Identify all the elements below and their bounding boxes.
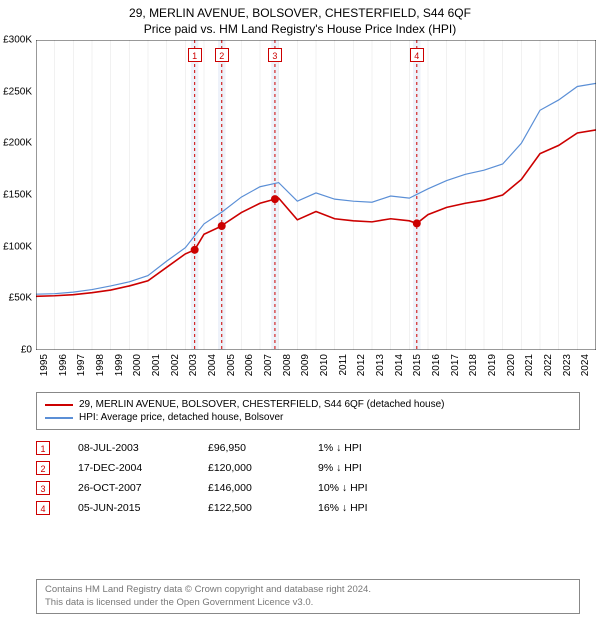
x-axis-label: 2003 [188, 354, 199, 376]
sale-date: 05-JUN-2015 [78, 502, 208, 514]
sale-row: 2 17-DEC-2004£120,0009% ↓ HPI [36, 458, 580, 478]
sale-price: £122,500 [208, 502, 318, 514]
sale-diff: 10% ↓ HPI [318, 482, 438, 494]
legend-label: HPI: Average price, detached house, Bols… [79, 412, 283, 423]
sale-diff: 9% ↓ HPI [318, 462, 438, 474]
x-axis-label: 2005 [226, 354, 237, 376]
legend-item: 29, MERLIN AVENUE, BOLSOVER, CHESTERFIEL… [45, 398, 571, 411]
chart-subtitle: Price paid vs. HM Land Registry's House … [0, 20, 600, 40]
legend-swatch [45, 417, 73, 419]
sale-date: 17-DEC-2004 [78, 462, 208, 474]
x-axis-label: 2022 [543, 354, 554, 376]
sale-row-marker: 1 [36, 441, 50, 455]
y-axis-label: £250K [0, 86, 32, 97]
x-axis-label: 2007 [263, 354, 274, 376]
sales-table: 108-JUL-2003£96,9501% ↓ HPI217-DEC-2004£… [36, 438, 580, 518]
x-axis-label: 2023 [562, 354, 573, 376]
x-axis-label: 2015 [412, 354, 423, 376]
sale-marker-1: 1 [188, 48, 202, 62]
x-axis-label: 1997 [76, 354, 87, 376]
sale-row-marker: 4 [36, 501, 50, 515]
legend-item: HPI: Average price, detached house, Bols… [45, 411, 571, 424]
x-axis-label: 2018 [468, 354, 479, 376]
chart-plot-area: £0£50K£100K£150K£200K£250K£300K 19951996… [36, 40, 596, 350]
x-axis-label: 2019 [487, 354, 498, 376]
x-axis-label: 2016 [431, 354, 442, 376]
x-axis-label: 2012 [356, 354, 367, 376]
legend-swatch [45, 404, 73, 406]
sale-price: £96,950 [208, 442, 318, 454]
footer-line2: This data is licensed under the Open Gov… [45, 597, 571, 609]
x-axis-label: 2021 [524, 354, 535, 376]
x-axis-label: 2008 [282, 354, 293, 376]
x-axis-label: 1996 [58, 354, 69, 376]
x-axis-label: 2014 [394, 354, 405, 376]
y-axis-label: £150K [0, 190, 32, 201]
sale-row: 3 26-OCT-2007£146,00010% ↓ HPI [36, 478, 580, 498]
chart-container: 29, MERLIN AVENUE, BOLSOVER, CHESTERFIEL… [0, 0, 600, 620]
y-axis-label: £0 [0, 345, 32, 356]
y-axis-label: £100K [0, 241, 32, 252]
sale-row-marker: 3 [36, 481, 50, 495]
footer-line1: Contains HM Land Registry data © Crown c… [45, 584, 571, 596]
sale-marker-2: 2 [215, 48, 229, 62]
chart-svg [36, 40, 596, 350]
x-axis-label: 2010 [319, 354, 330, 376]
sale-marker-3: 3 [268, 48, 282, 62]
sale-date: 26-OCT-2007 [78, 482, 208, 494]
x-axis-label: 2011 [338, 354, 349, 376]
sale-price: £146,000 [208, 482, 318, 494]
sale-row-marker: 2 [36, 461, 50, 475]
x-axis-label: 2009 [300, 354, 311, 376]
sale-price: £120,000 [208, 462, 318, 474]
x-axis-label: 1998 [95, 354, 106, 376]
legend-label: 29, MERLIN AVENUE, BOLSOVER, CHESTERFIEL… [79, 399, 445, 410]
x-axis-label: 2002 [170, 354, 181, 376]
x-axis-label: 2006 [244, 354, 255, 376]
chart-title-address: 29, MERLIN AVENUE, BOLSOVER, CHESTERFIEL… [0, 0, 600, 20]
sale-row: 4 05-JUN-2015£122,50016% ↓ HPI [36, 498, 580, 518]
x-axis-label: 1995 [39, 354, 50, 376]
y-axis-label: £200K [0, 138, 32, 149]
x-axis-label: 2024 [580, 354, 591, 376]
sale-diff: 16% ↓ HPI [318, 502, 438, 514]
x-axis-label: 1999 [114, 354, 125, 376]
y-axis-label: £50K [0, 293, 32, 304]
x-axis-label: 2000 [132, 354, 143, 376]
x-axis-label: 2013 [375, 354, 386, 376]
x-axis-label: 2020 [506, 354, 517, 376]
sale-row: 1 08-JUL-2003£96,9501% ↓ HPI [36, 438, 580, 458]
sale-marker-4: 4 [410, 48, 424, 62]
y-axis-label: £300K [0, 35, 32, 46]
x-axis-label: 2017 [450, 354, 461, 376]
x-axis-label: 2001 [151, 354, 162, 376]
sale-date: 08-JUL-2003 [78, 442, 208, 454]
x-axis-label: 2004 [207, 354, 218, 376]
legend-box: 29, MERLIN AVENUE, BOLSOVER, CHESTERFIEL… [36, 392, 580, 430]
sale-diff: 1% ↓ HPI [318, 442, 438, 454]
footer-attribution: Contains HM Land Registry data © Crown c… [36, 579, 580, 614]
